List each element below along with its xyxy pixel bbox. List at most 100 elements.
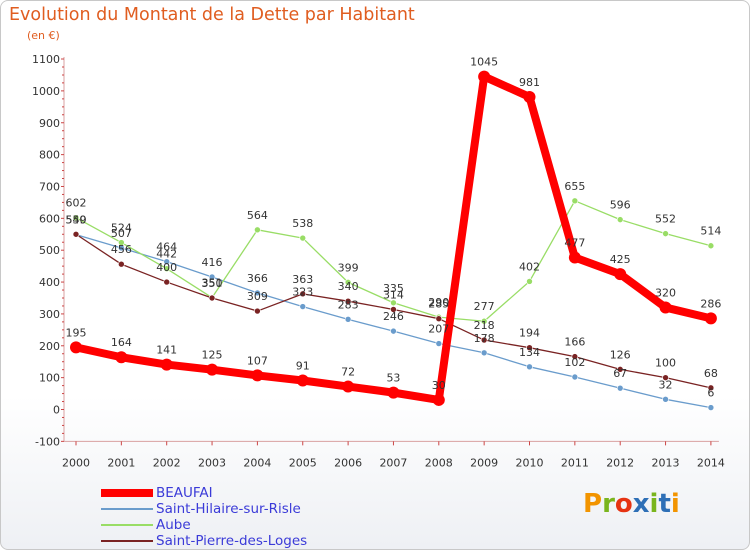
data-point [254,307,261,315]
data-label: 246 [383,310,404,323]
legend-swatch [101,508,153,510]
data-label: 283 [338,298,359,311]
data-label: 524 [111,222,132,235]
data-label: 30 [432,379,446,392]
x-tick-label: 2010 [516,456,544,469]
y-tick-label: 200 [39,340,60,353]
data-point [387,386,400,399]
data-point [432,393,445,406]
data-point [571,373,579,381]
data-label: 416 [202,256,223,269]
data-label: 981 [519,76,540,89]
data-label: 320 [655,287,676,300]
data-label: 564 [247,209,268,222]
data-point [344,316,352,323]
x-tick-label: 2008 [425,456,453,469]
x-tick-label: 2014 [697,456,725,469]
data-label: 207 [428,323,449,336]
logo-letter: x [632,489,650,519]
data-point [435,340,443,347]
logo-letter: i [649,489,659,519]
data-point [254,289,261,297]
data-label: 53 [386,372,400,385]
data-point [118,260,125,268]
data-label: 68 [704,367,718,380]
data-point [299,234,307,242]
logo-letter: i [670,489,680,519]
y-tick-label: 400 [39,276,60,289]
data-point [390,327,397,335]
data-label: 126 [610,348,631,361]
data-label: 350 [202,277,223,290]
x-tick-label: 2011 [561,456,589,469]
data-point [206,363,219,376]
data-label: 400 [156,261,177,274]
data-label: 195 [66,326,87,339]
data-label: 363 [292,273,313,286]
data-point [390,299,397,307]
data-label: 314 [383,288,404,301]
data-label: 72 [341,366,355,379]
y-tick-label: 800 [39,149,60,162]
data-point [704,312,717,325]
data-label: 178 [474,332,495,345]
data-point [72,230,80,238]
data-point [478,70,491,83]
data-point [344,297,352,305]
data-point [707,404,715,411]
data-label: 125 [202,349,223,362]
data-point [707,384,715,392]
data-point [526,344,533,351]
data-label: 102 [564,356,585,369]
data-label: 399 [338,261,359,274]
x-tick-label: 2004 [243,456,271,469]
data-point [390,306,397,313]
y-tick-label: 600 [39,212,60,225]
data-label: 549 [66,214,87,227]
data-label: 552 [655,213,676,226]
data-label: 286 [700,297,721,310]
data-label: 442 [156,248,177,261]
data-label: 323 [292,286,313,299]
y-tick-label: 500 [39,244,60,257]
data-label: 514 [700,225,721,238]
x-tick-label: 2012 [606,456,634,469]
y-tick-label: 300 [39,308,60,321]
data-point [160,358,173,371]
data-label: 456 [111,243,132,256]
data-point [163,258,170,265]
data-point [115,351,128,364]
data-label: 366 [247,272,268,285]
x-tick-label: 2006 [334,456,362,469]
data-point [163,278,170,286]
logo-letter: t [658,489,671,519]
x-tick-label: 2005 [289,456,317,469]
data-label: 91 [296,360,310,373]
x-tick-label: 2009 [470,456,498,469]
data-point [208,294,216,302]
data-label: 290 [428,296,449,309]
data-point [70,341,82,354]
data-label: 100 [655,357,676,370]
x-tick-label: 2002 [153,456,181,469]
data-point [344,279,352,286]
y-tick-label: 100 [39,372,60,385]
data-label: 335 [383,282,404,295]
data-label: 67 [613,367,627,380]
y-tick-label: 1100 [32,53,60,66]
data-point [480,317,488,325]
data-label: 107 [247,354,268,367]
data-label: 1045 [470,56,498,69]
data-point [480,349,488,357]
data-point [707,242,715,250]
legend-swatch [101,489,153,497]
data-point [614,268,627,281]
data-point [296,374,309,387]
data-label: 538 [292,217,313,230]
data-point [571,197,579,205]
data-point [480,336,488,344]
data-label: 477 [564,237,585,250]
logo-letter: o [614,489,633,519]
